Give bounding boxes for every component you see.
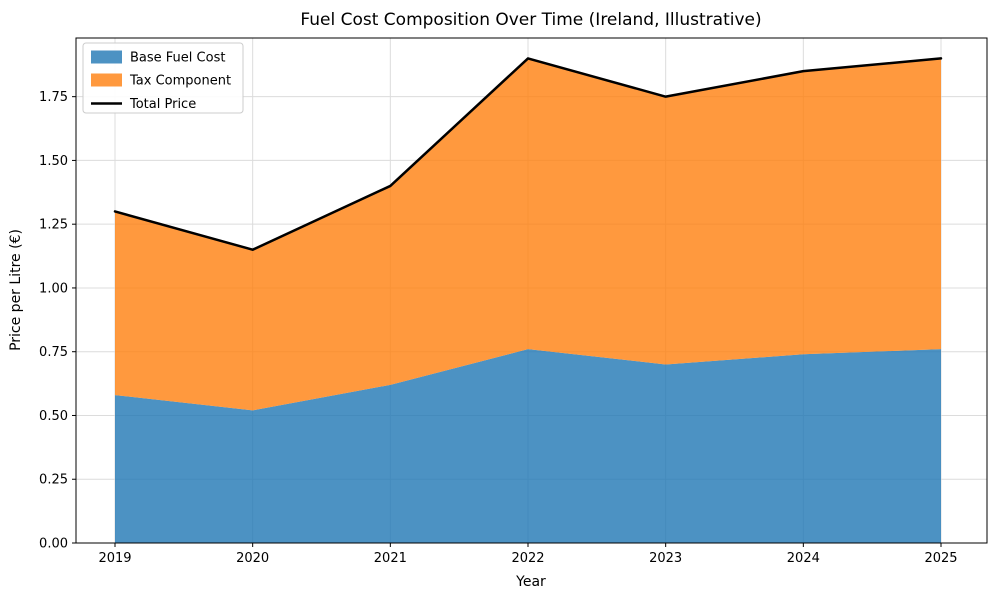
- area-tax-component: [115, 58, 941, 411]
- y-tick-label: 1.25: [39, 218, 68, 233]
- y-tick-label: 1.50: [39, 154, 68, 169]
- legend-label-tax-component: Tax Component: [129, 74, 231, 89]
- plot-area: 0.00 0.25 0.50 0.75 1.00 1.25 1.50 1.75 2019 2020…: [39, 37, 988, 566]
- chart-title: Fuel Cost Composition Over Time (Ireland…: [300, 10, 761, 30]
- total-price-line: [113, 57, 943, 251]
- x-tick-label: 2023: [649, 551, 682, 566]
- legend-label-base-fuel-cost: Base Fuel Cost: [130, 51, 225, 66]
- legend-swatch-tax-component: [91, 73, 122, 87]
- legend: Base Fuel Cost Tax Component Total Price: [82, 42, 244, 114]
- y-tick-label: 0.50: [39, 409, 68, 424]
- y-tick-label: 0.00: [39, 537, 68, 552]
- x-tick-label: 2019: [98, 551, 131, 566]
- x-axis-label: Year: [515, 574, 546, 590]
- x-tick-label: 2022: [511, 551, 544, 566]
- y-tick-label: 0.75: [39, 345, 68, 360]
- legend-box: [82, 42, 244, 114]
- legend-swatch-base-fuel-cost: [91, 50, 122, 64]
- x-tick-label: 2024: [787, 551, 820, 566]
- y-axis-label: Price per Litre (€): [8, 229, 24, 351]
- y-tick-label: 1.75: [39, 90, 68, 105]
- x-tick-label: 2021: [374, 551, 407, 566]
- y-tick-label: 0.25: [39, 473, 68, 488]
- axes-border: [75, 37, 988, 544]
- x-tick-label: 2020: [236, 551, 269, 566]
- y-tick-label: 1.00: [39, 281, 68, 296]
- legend-label-total-price: Total Price: [129, 97, 196, 112]
- x-tick-label: 2025: [924, 551, 957, 566]
- area-base-fuel-cost: [115, 349, 941, 543]
